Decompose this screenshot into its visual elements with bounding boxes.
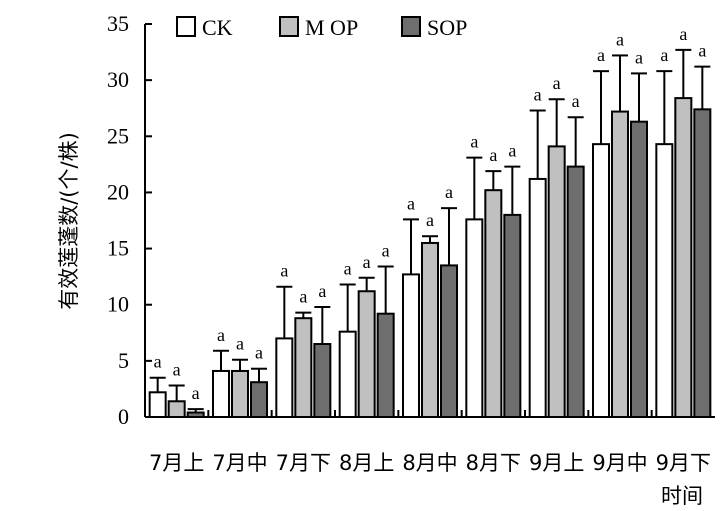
bar [275, 337, 294, 418]
bar [376, 312, 395, 418]
bar [484, 189, 503, 418]
significance-label: a [616, 29, 624, 49]
significance-label: a [280, 261, 288, 281]
significance-label: a [318, 281, 326, 301]
y-tick-label: 15 [107, 236, 129, 261]
x-tick-label: 8月下 [466, 451, 521, 475]
bar [231, 369, 249, 419]
legend-label: CK [202, 15, 233, 40]
bar [421, 241, 439, 418]
significance-label: a [660, 45, 668, 65]
significance-label: a [255, 343, 263, 363]
significance-label: a [344, 259, 352, 279]
x-axis-title: 时间 [661, 484, 703, 508]
x-tick-label: 7月上 [149, 451, 204, 475]
significance-label: a [426, 210, 434, 230]
bar [566, 165, 585, 418]
x-tick-label: 8月上 [339, 451, 394, 475]
y-tick-label: 5 [118, 348, 129, 373]
significance-label: a [173, 360, 181, 380]
significance-label: a [635, 47, 643, 67]
legend-label: M OP [305, 15, 358, 40]
bar [503, 213, 522, 418]
significance-label: a [192, 383, 200, 403]
bar [592, 143, 610, 418]
bar [338, 330, 357, 419]
significance-label: a [299, 287, 307, 307]
legend-swatch [176, 16, 196, 37]
significance-label: a [534, 84, 542, 104]
bar [294, 317, 313, 418]
bar [186, 411, 205, 419]
bar [148, 391, 167, 419]
bar [440, 264, 458, 418]
bar [693, 108, 712, 419]
bar [611, 110, 629, 418]
y-tick-label: 20 [107, 179, 129, 204]
significance-label: a [363, 252, 371, 272]
y-tick-label: 25 [107, 123, 129, 148]
bar [547, 145, 566, 419]
bar [630, 120, 648, 418]
y-axis-title: 有效莲蓬数/(个/株) [57, 132, 81, 310]
y-tick-label: 30 [107, 67, 129, 92]
legend: CK M OP SOP [176, 15, 467, 40]
bar [465, 218, 484, 418]
x-tick-label: 8月中 [402, 451, 457, 475]
legend-swatch [401, 16, 421, 37]
significance-label: a [217, 325, 225, 345]
significance-label: a [470, 132, 478, 152]
y-tick-label: 35 [107, 11, 129, 36]
y-tick-label: 10 [107, 292, 129, 317]
bar [402, 273, 420, 419]
significance-label: a [508, 141, 516, 161]
significance-label: a [572, 91, 580, 111]
significance-label: a [698, 41, 706, 61]
y-tick-label: 0 [118, 404, 129, 429]
legend-swatch [279, 16, 299, 37]
significance-label: a [597, 45, 605, 65]
significance-label: a [407, 193, 415, 213]
x-tick-label: 7月中 [212, 451, 267, 475]
bar [212, 369, 230, 419]
bar [167, 400, 186, 418]
bar [655, 143, 674, 418]
bar [250, 381, 268, 419]
significance-label: a [489, 145, 497, 165]
bar [674, 97, 693, 418]
x-tick-label: 9月下 [656, 451, 711, 475]
significance-label: a [236, 334, 244, 354]
x-tick-label: 7月下 [276, 451, 331, 475]
x-tick-label: 9月上 [529, 451, 584, 475]
significance-label: a [679, 24, 687, 44]
legend-label: SOP [427, 15, 467, 40]
x-tick-label: 9月中 [592, 451, 647, 475]
bar [528, 177, 547, 418]
bar [313, 343, 332, 418]
bar [357, 290, 376, 418]
significance-label: a [154, 352, 162, 372]
axes: 0 5 10 15 20 25 30 35 7月上 7月中 7月下 8月上 8月中 8月下 9月上 9月中 9月… [107, 11, 715, 475]
significance-label: a [382, 241, 390, 261]
significance-label: a [553, 73, 561, 93]
significance-label: a [445, 182, 453, 202]
